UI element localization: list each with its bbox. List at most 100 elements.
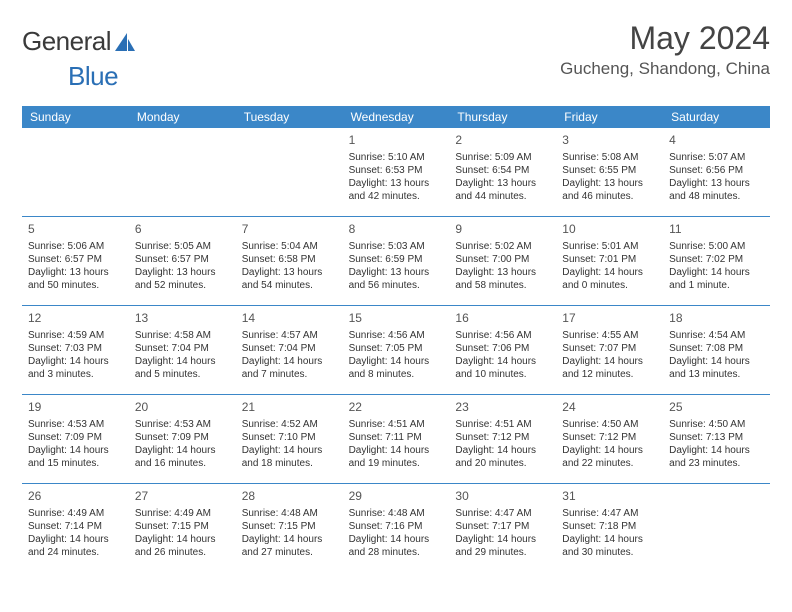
- calendar-week: 19Sunrise: 4:53 AMSunset: 7:09 PMDayligh…: [22, 395, 770, 484]
- calendar-cell: 25Sunrise: 4:50 AMSunset: 7:13 PMDayligh…: [663, 395, 770, 483]
- daylight-line: Daylight: 14 hours and 5 minutes.: [135, 355, 230, 381]
- calendar-cell: 4Sunrise: 5:07 AMSunset: 6:56 PMDaylight…: [663, 128, 770, 216]
- calendar-week: 1Sunrise: 5:10 AMSunset: 6:53 PMDaylight…: [22, 128, 770, 217]
- sunset-line: Sunset: 7:04 PM: [242, 342, 337, 355]
- sunrise-line: Sunrise: 4:47 AM: [562, 507, 657, 520]
- sunset-line: Sunset: 7:16 PM: [349, 520, 444, 533]
- sunrise-line: Sunrise: 4:57 AM: [242, 329, 337, 342]
- sunrise-line: Sunrise: 4:51 AM: [349, 418, 444, 431]
- daylight-line: Daylight: 14 hours and 12 minutes.: [562, 355, 657, 381]
- calendar-week: 12Sunrise: 4:59 AMSunset: 7:03 PMDayligh…: [22, 306, 770, 395]
- day-number: 23: [455, 400, 550, 416]
- logo: General: [22, 26, 137, 57]
- daylight-line: Daylight: 14 hours and 24 minutes.: [28, 533, 123, 559]
- day-header: Tuesday: [236, 106, 343, 128]
- sunrise-line: Sunrise: 5:05 AM: [135, 240, 230, 253]
- daylight-line: Daylight: 14 hours and 30 minutes.: [562, 533, 657, 559]
- sunrise-line: Sunrise: 5:07 AM: [669, 151, 764, 164]
- calendar-cell: 27Sunrise: 4:49 AMSunset: 7:15 PMDayligh…: [129, 484, 236, 572]
- sunset-line: Sunset: 7:01 PM: [562, 253, 657, 266]
- daylight-line: Daylight: 14 hours and 0 minutes.: [562, 266, 657, 292]
- day-number: 24: [562, 400, 657, 416]
- day-header: Friday: [556, 106, 663, 128]
- day-number: 10: [562, 222, 657, 238]
- calendar-cell: [663, 484, 770, 572]
- calendar-cell: 19Sunrise: 4:53 AMSunset: 7:09 PMDayligh…: [22, 395, 129, 483]
- sunrise-line: Sunrise: 4:52 AM: [242, 418, 337, 431]
- sunset-line: Sunset: 7:14 PM: [28, 520, 123, 533]
- sunrise-line: Sunrise: 5:06 AM: [28, 240, 123, 253]
- calendar-cell: 12Sunrise: 4:59 AMSunset: 7:03 PMDayligh…: [22, 306, 129, 394]
- sunrise-line: Sunrise: 4:51 AM: [455, 418, 550, 431]
- day-header: Monday: [129, 106, 236, 128]
- day-number: 4: [669, 133, 764, 149]
- sunset-line: Sunset: 6:53 PM: [349, 164, 444, 177]
- calendar-cell: 7 Sunrise: 5:04 AMSunset: 6:58 PMDaylight…: [236, 217, 343, 305]
- sunrise-line: Sunrise: 4:50 AM: [562, 418, 657, 431]
- day-number: 25: [669, 400, 764, 416]
- sunset-line: Sunset: 7:13 PM: [669, 431, 764, 444]
- daylight-line: Daylight: 13 hours and 52 minutes.: [135, 266, 230, 292]
- day-number: 9: [455, 222, 550, 238]
- calendar-cell: 23Sunrise: 4:51 AMSunset: 7:12 PMDayligh…: [449, 395, 556, 483]
- title-block: May 2024 Gucheng, Shandong, China: [560, 20, 770, 79]
- sunset-line: Sunset: 6:58 PM: [242, 253, 337, 266]
- calendar-cell: 14Sunrise: 4:57 AMSunset: 7:04 PMDayligh…: [236, 306, 343, 394]
- sunset-line: Sunset: 6:59 PM: [349, 253, 444, 266]
- calendar-body: 1Sunrise: 5:10 AMSunset: 6:53 PMDaylight…: [22, 128, 770, 572]
- daylight-line: Daylight: 14 hours and 10 minutes.: [455, 355, 550, 381]
- sunrise-line: Sunrise: 4:58 AM: [135, 329, 230, 342]
- sunset-line: Sunset: 7:17 PM: [455, 520, 550, 533]
- day-number: 28: [242, 489, 337, 505]
- day-number: 21: [242, 400, 337, 416]
- sunset-line: Sunset: 7:07 PM: [562, 342, 657, 355]
- daylight-line: Daylight: 14 hours and 27 minutes.: [242, 533, 337, 559]
- location-text: Gucheng, Shandong, China: [560, 59, 770, 79]
- sunset-line: Sunset: 6:57 PM: [28, 253, 123, 266]
- sunset-line: Sunset: 6:56 PM: [669, 164, 764, 177]
- sunset-line: Sunset: 7:09 PM: [28, 431, 123, 444]
- day-number: 19: [28, 400, 123, 416]
- day-header: Saturday: [663, 106, 770, 128]
- calendar-cell: 18Sunrise: 4:54 AMSunset: 7:08 PMDayligh…: [663, 306, 770, 394]
- sunrise-line: Sunrise: 4:59 AM: [28, 329, 123, 342]
- calendar-cell: 31Sunrise: 4:47 AMSunset: 7:18 PMDayligh…: [556, 484, 663, 572]
- day-number: 7: [242, 222, 337, 238]
- daylight-line: Daylight: 14 hours and 20 minutes.: [455, 444, 550, 470]
- sunset-line: Sunset: 6:57 PM: [135, 253, 230, 266]
- sunrise-line: Sunrise: 5:01 AM: [562, 240, 657, 253]
- sunset-line: Sunset: 7:03 PM: [28, 342, 123, 355]
- calendar: SundayMondayTuesdayWednesdayThursdayFrid…: [22, 106, 770, 572]
- day-number: 11: [669, 222, 764, 238]
- day-number: 17: [562, 311, 657, 327]
- daylight-line: Daylight: 13 hours and 56 minutes.: [349, 266, 444, 292]
- sunset-line: Sunset: 7:00 PM: [455, 253, 550, 266]
- day-headers-row: SundayMondayTuesdayWednesdayThursdayFrid…: [22, 106, 770, 128]
- sunset-line: Sunset: 7:08 PM: [669, 342, 764, 355]
- sunrise-line: Sunrise: 4:49 AM: [28, 507, 123, 520]
- calendar-cell: 5Sunrise: 5:06 AMSunset: 6:57 PMDaylight…: [22, 217, 129, 305]
- sunrise-line: Sunrise: 5:04 AM: [242, 240, 337, 253]
- day-number: 13: [135, 311, 230, 327]
- daylight-line: Daylight: 14 hours and 23 minutes.: [669, 444, 764, 470]
- day-number: 14: [242, 311, 337, 327]
- sunrise-line: Sunrise: 4:56 AM: [455, 329, 550, 342]
- calendar-cell: [236, 128, 343, 216]
- calendar-cell: 2Sunrise: 5:09 AMSunset: 6:54 PMDaylight…: [449, 128, 556, 216]
- daylight-line: Daylight: 13 hours and 54 minutes.: [242, 266, 337, 292]
- sunrise-line: Sunrise: 5:00 AM: [669, 240, 764, 253]
- day-number: 31: [562, 489, 657, 505]
- calendar-cell: 13Sunrise: 4:58 AMSunset: 7:04 PMDayligh…: [129, 306, 236, 394]
- sunset-line: Sunset: 7:11 PM: [349, 431, 444, 444]
- daylight-line: Daylight: 14 hours and 18 minutes.: [242, 444, 337, 470]
- sunrise-line: Sunrise: 5:02 AM: [455, 240, 550, 253]
- sunset-line: Sunset: 7:05 PM: [349, 342, 444, 355]
- sunrise-line: Sunrise: 4:54 AM: [669, 329, 764, 342]
- calendar-week: 26Sunrise: 4:49 AMSunset: 7:14 PMDayligh…: [22, 484, 770, 572]
- daylight-line: Daylight: 14 hours and 3 minutes.: [28, 355, 123, 381]
- calendar-week: 5Sunrise: 5:06 AMSunset: 6:57 PMDaylight…: [22, 217, 770, 306]
- daylight-line: Daylight: 14 hours and 1 minute.: [669, 266, 764, 292]
- calendar-cell: 11Sunrise: 5:00 AMSunset: 7:02 PMDayligh…: [663, 217, 770, 305]
- sunrise-line: Sunrise: 4:48 AM: [349, 507, 444, 520]
- calendar-cell: 29Sunrise: 4:48 AMSunset: 7:16 PMDayligh…: [343, 484, 450, 572]
